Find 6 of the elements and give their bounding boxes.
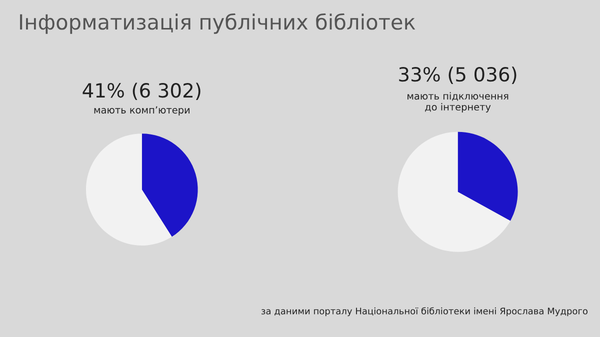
chart-title: Інформатизація публічних бібліотек [20, 13, 416, 34]
text: за даними порталу Національної бібліотеки імені Ярослава Мудрого [262, 307, 588, 316]
text: мають підключення до інтернету [408, 92, 508, 112]
text: мають комп’ютери [94, 106, 190, 116]
data-label: 33% (5 036) [399, 66, 516, 84]
data-label: 41% (6 302) [82, 82, 200, 100]
